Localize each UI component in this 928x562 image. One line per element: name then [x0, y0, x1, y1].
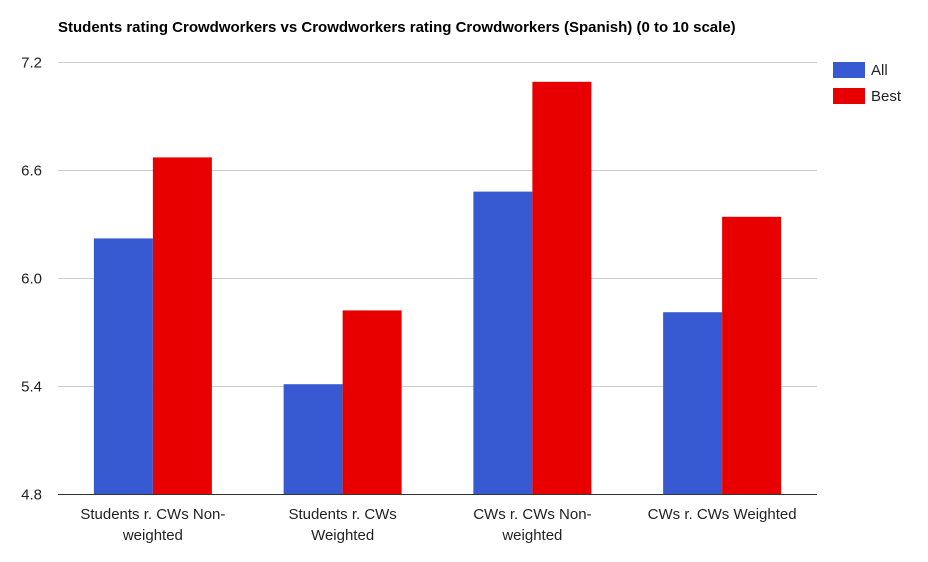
- legend-label-all: All: [871, 62, 888, 79]
- x-category-label: Students r. CWs Weighted: [288, 506, 396, 544]
- y-tick-label: 5.4: [21, 379, 42, 396]
- x-axis: Students r. CWs Non-weighted Students r. …: [80, 506, 796, 544]
- y-tick-label: 6.0: [21, 271, 42, 288]
- x-category-label: CWs r. CWs Non-weighted: [473, 506, 591, 544]
- y-tick-label: 7.2: [21, 55, 42, 72]
- x-category-label: Students r. CWs Non-weighted: [80, 506, 225, 544]
- y-tick-label: 4.8: [21, 487, 42, 504]
- legend-swatch-all: [833, 62, 865, 78]
- bar-best: [722, 216, 782, 495]
- bar-best: [152, 157, 212, 494]
- legend: All Best: [833, 62, 902, 105]
- bars: [93, 81, 782, 495]
- x-category-label: CWs r. CWs Weighted: [648, 506, 797, 523]
- y-tick-label: 6.6: [21, 163, 42, 180]
- bar-best: [532, 81, 592, 495]
- y-axis: 7.2 6.6 6.0 5.4 4.8: [21, 55, 42, 504]
- legend-swatch-best: [833, 88, 865, 104]
- bar-best: [342, 310, 402, 494]
- bar-all: [93, 238, 153, 494]
- bar-all: [473, 191, 533, 494]
- chart-title: Students rating Crowdworkers vs Crowdwor…: [58, 19, 736, 36]
- bar-all: [663, 312, 723, 494]
- legend-label-best: Best: [871, 88, 902, 105]
- bar-all: [283, 384, 343, 494]
